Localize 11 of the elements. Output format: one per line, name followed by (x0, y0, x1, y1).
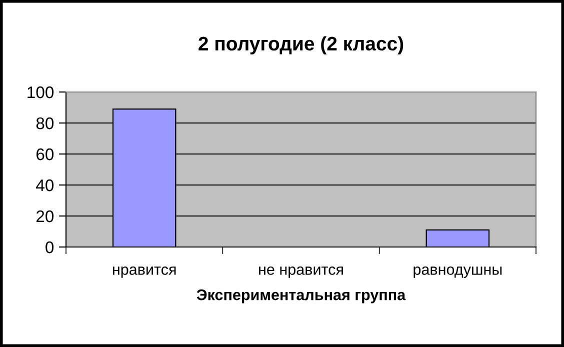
chart-title: 2 полугодие (2 класс) (198, 36, 404, 54)
y-tick-label: 100 (28, 86, 54, 98)
y-tick-label: 40 (36, 179, 54, 192)
y-tick-label: 60 (36, 148, 54, 160)
x-tick-label: равнодушны (414, 266, 502, 278)
y-tick-label: 20 (36, 210, 54, 222)
x-axis-title: Экспериментальная группа (196, 289, 406, 304)
x-tick-label: не нравится (259, 266, 343, 278)
y-tick-label: 80 (36, 117, 54, 130)
x-tick-label: нравится (112, 266, 176, 278)
y-tick-label: 0 (46, 241, 54, 254)
